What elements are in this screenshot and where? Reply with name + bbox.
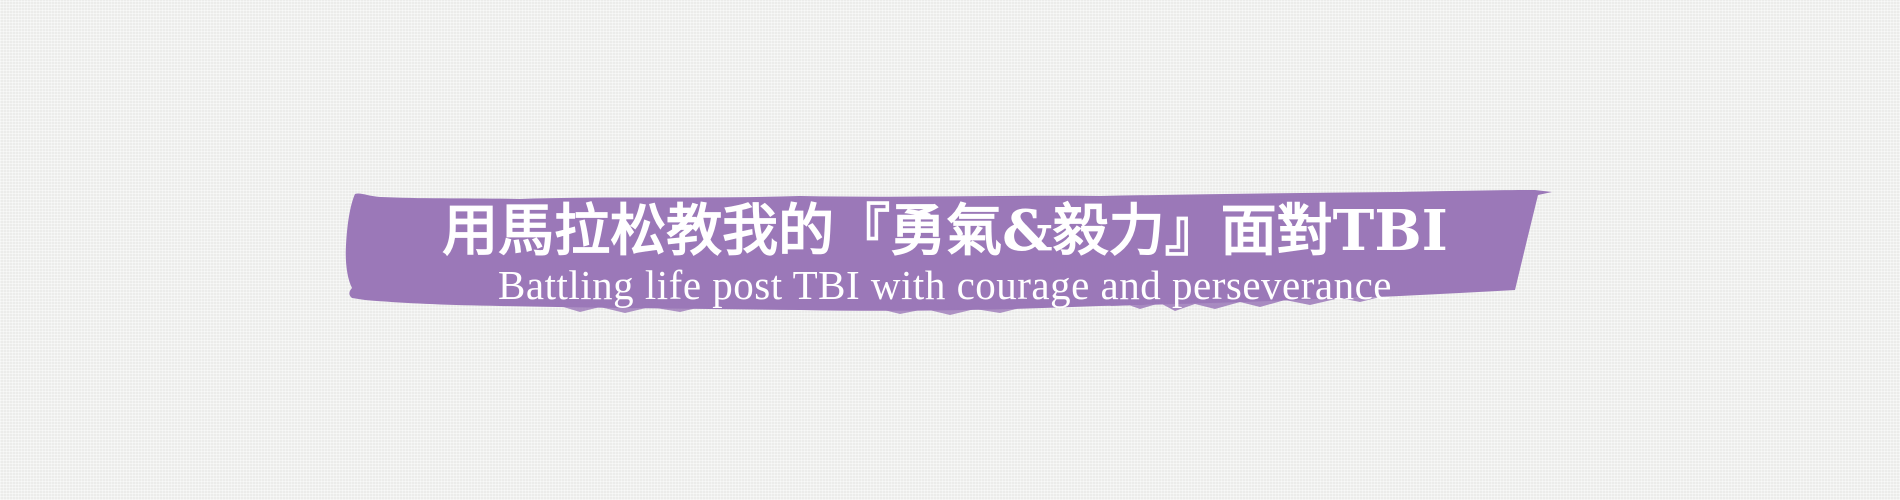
- banner-subtitle-english: Battling life post TBI with courage and …: [498, 262, 1392, 308]
- banner-title-chinese: 用馬拉松教我的『勇氣&毅力』面對TBI: [442, 198, 1448, 264]
